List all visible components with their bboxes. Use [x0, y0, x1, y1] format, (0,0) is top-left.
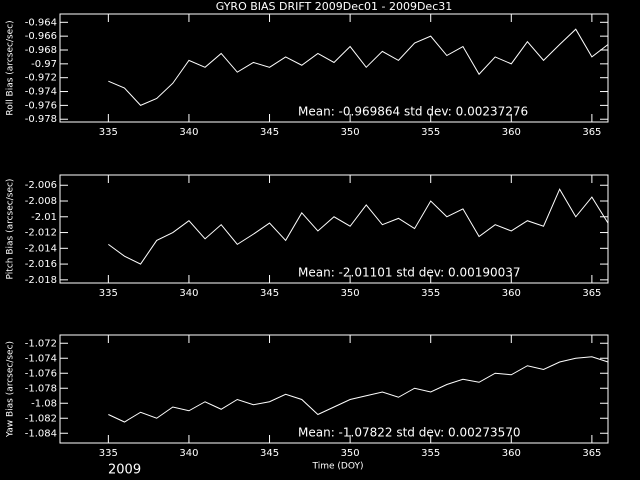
y-tick-label: -2.006	[25, 180, 57, 191]
x-tick-label: 340	[179, 448, 198, 459]
x-tick-label: 365	[582, 448, 601, 459]
y-tick-label: -0.976	[25, 100, 57, 111]
y-tick-label: -0.974	[25, 87, 57, 98]
y-tick-label: -0.966	[25, 31, 57, 42]
y-tick-label: -1.072	[25, 338, 57, 349]
data-line	[108, 356, 609, 423]
plot-frame	[59, 334, 609, 444]
x-tick-label: 340	[179, 127, 198, 138]
y-axis-label: Pitch Bias (arcsec/sec)	[6, 179, 16, 280]
y-tick-label: -1.074	[25, 353, 57, 364]
annotation: Mean: -0.969864 std dev: 0.00237276	[298, 105, 528, 119]
y-tick-label: -1.076	[25, 368, 57, 379]
x-tick-label: 350	[341, 288, 360, 299]
x-tick-label: 335	[99, 448, 118, 459]
x-tick-label: 360	[502, 288, 521, 299]
x-tick-label: 360	[502, 127, 521, 138]
x-tick-label: 365	[582, 288, 601, 299]
y-tick-label: -2.016	[25, 259, 57, 270]
x-tick-label: 355	[421, 127, 440, 138]
year-label: 2009	[108, 463, 141, 478]
x-tick-label: 345	[260, 288, 279, 299]
y-tick-label: -1.078	[25, 383, 57, 394]
x-tick-label: 340	[179, 288, 198, 299]
y-tick-label: -0.97	[31, 59, 57, 70]
chart-title: GYRO BIAS DRIFT 2009Dec01 - 2009Dec31	[216, 0, 453, 13]
x-tick-label: 345	[260, 448, 279, 459]
plot-frame	[59, 13, 609, 123]
y-tick-label: -2.01	[31, 212, 57, 223]
y-tick-label: -2.008	[25, 196, 57, 207]
x-axis-label: Time (DOY)	[312, 462, 364, 472]
y-tick-label: -1.082	[25, 413, 57, 424]
x-tick-label: 350	[341, 127, 360, 138]
y-tick-label: -0.972	[25, 73, 57, 84]
y-tick-label: -2.012	[25, 228, 57, 239]
x-tick-label: 355	[421, 448, 440, 459]
y-axis-label: Yaw Bias (arcsec/sec)	[6, 341, 16, 438]
x-tick-label: 365	[582, 127, 601, 138]
y-tick-label: -0.978	[25, 114, 57, 125]
x-tick-label: 350	[341, 448, 360, 459]
x-tick-label: 345	[260, 127, 279, 138]
annotation: Mean: -2.01101 std dev: 0.00190037	[298, 266, 521, 280]
x-tick-label: 335	[99, 288, 118, 299]
y-tick-label: -0.964	[25, 17, 57, 28]
annotation: Mean: -1.07822 std dev: 0.00273570	[298, 426, 521, 440]
y-tick-label: -1.08	[31, 398, 57, 409]
y-tick-label: -2.018	[25, 275, 57, 286]
y-tick-label: -2.014	[25, 243, 57, 254]
y-tick-label: -1.084	[25, 428, 57, 439]
x-tick-label: 355	[421, 288, 440, 299]
x-tick-label: 360	[502, 448, 521, 459]
plot-frame	[59, 174, 609, 284]
data-line	[108, 28, 609, 106]
x-tick-label: 335	[99, 127, 118, 138]
y-axis-label: Roll Bias (arcsec/sec)	[6, 20, 16, 115]
y-tick-label: -0.968	[25, 45, 57, 56]
data-line	[108, 188, 609, 265]
